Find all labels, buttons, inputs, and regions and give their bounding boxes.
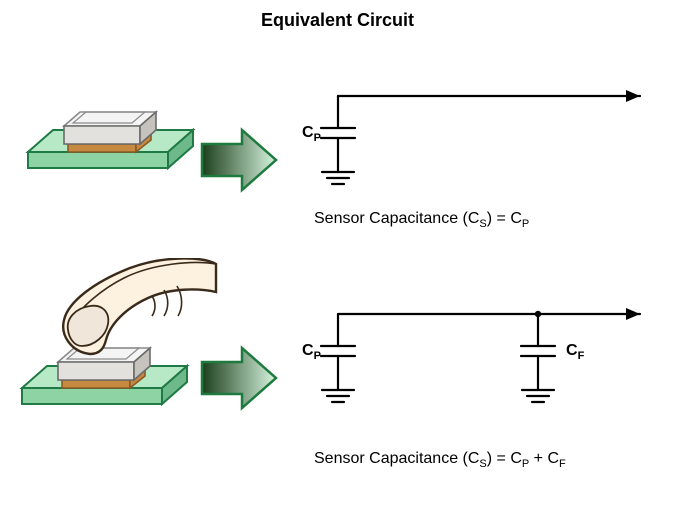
cp2-s: P <box>314 350 321 362</box>
board2-front <box>22 388 162 404</box>
cf-s: F <box>578 350 585 362</box>
wire2-arrowhead <box>626 308 640 320</box>
circuit-no-touch <box>300 68 660 208</box>
equation-2: Sensor Capacitance (CS) = CP + CF <box>314 450 566 470</box>
eq1-a: Sensor Capacitance (C <box>314 210 479 227</box>
arrow-2 <box>198 342 288 414</box>
finger <box>63 258 216 354</box>
cp-label-1-c: C <box>302 124 314 141</box>
row-touch: CP CF Sensor Capacitance (CS) = CP + CF <box>0 264 675 484</box>
eq2-a: Sensor Capacitance (C <box>314 450 479 467</box>
eq1-s1: S <box>479 218 486 230</box>
electrode-front <box>64 126 140 144</box>
circuit-touch <box>300 286 660 436</box>
eq1-s2: P <box>522 218 529 230</box>
electrode2-front <box>58 362 134 380</box>
copper-front <box>68 144 136 152</box>
eq2-c: + C <box>529 450 559 467</box>
sensor-no-touch <box>8 82 208 232</box>
diagram-title: Equivalent Circuit <box>0 10 675 31</box>
sensor-touch <box>2 258 222 448</box>
cp2-c: C <box>302 342 314 359</box>
eq2-s3: F <box>559 458 566 470</box>
cp-label-1: CP <box>302 124 321 144</box>
wire-arrowhead-1 <box>626 90 640 102</box>
cp-label-1-sub: P <box>314 132 321 144</box>
board-front <box>28 152 168 168</box>
eq2-b: ) = C <box>487 450 522 467</box>
cp-label-2: CP <box>302 342 321 362</box>
arrow-shape-2 <box>202 348 276 408</box>
eq1-b: ) = C <box>487 210 522 227</box>
row-no-touch: CP Sensor Capacitance (CS) = CP <box>0 62 675 232</box>
arrow-1 <box>198 124 288 196</box>
cf-c: C <box>566 342 578 359</box>
equation-1: Sensor Capacitance (CS) = CP <box>314 210 529 230</box>
eq2-s1: S <box>479 458 486 470</box>
cf-label: CF <box>566 342 584 362</box>
arrow-shape-1 <box>202 130 276 190</box>
copper2-front <box>62 380 130 388</box>
